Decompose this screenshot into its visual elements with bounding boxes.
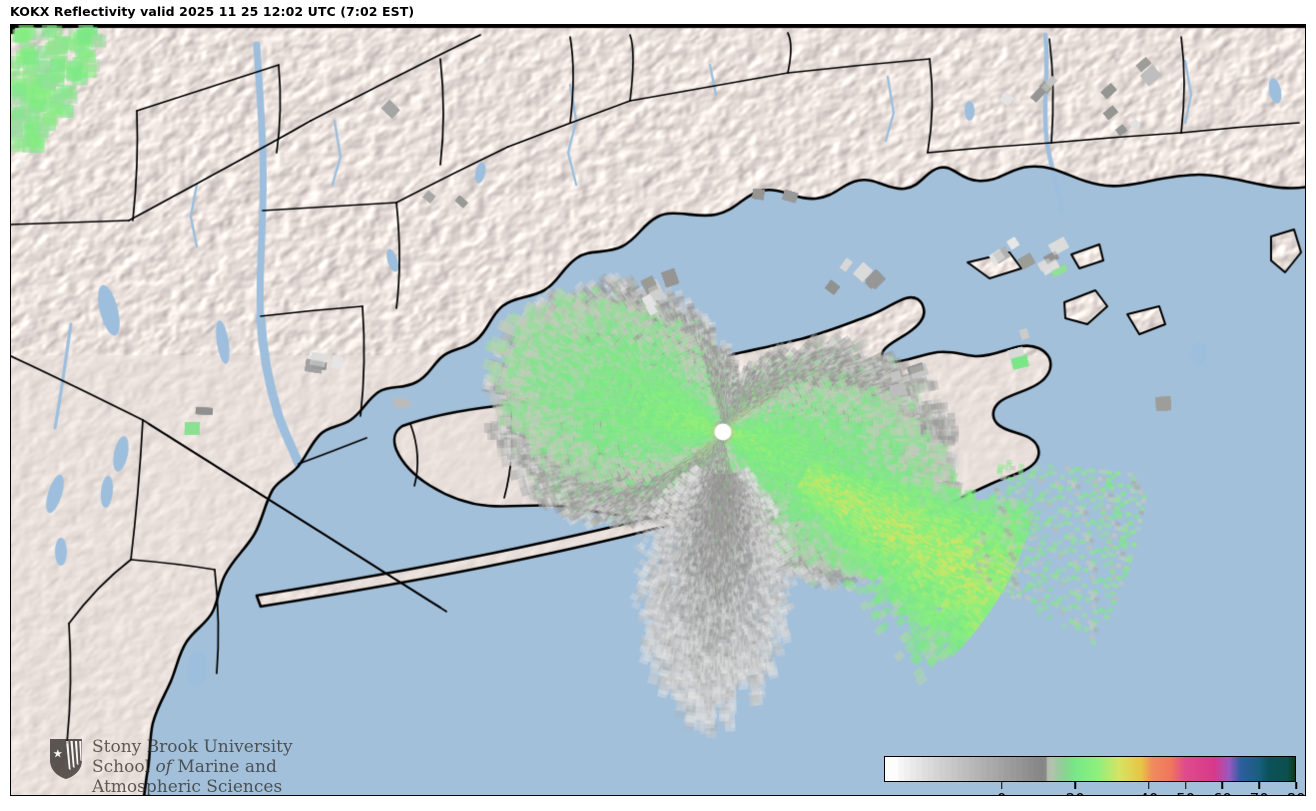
basemap-canvas <box>11 25 1305 795</box>
page-title: KOKX Reflectivity valid 2025 11 25 12:02… <box>10 4 415 19</box>
radar-map-frame[interactable]: Stony Brook University School of Marine … <box>10 24 1306 796</box>
